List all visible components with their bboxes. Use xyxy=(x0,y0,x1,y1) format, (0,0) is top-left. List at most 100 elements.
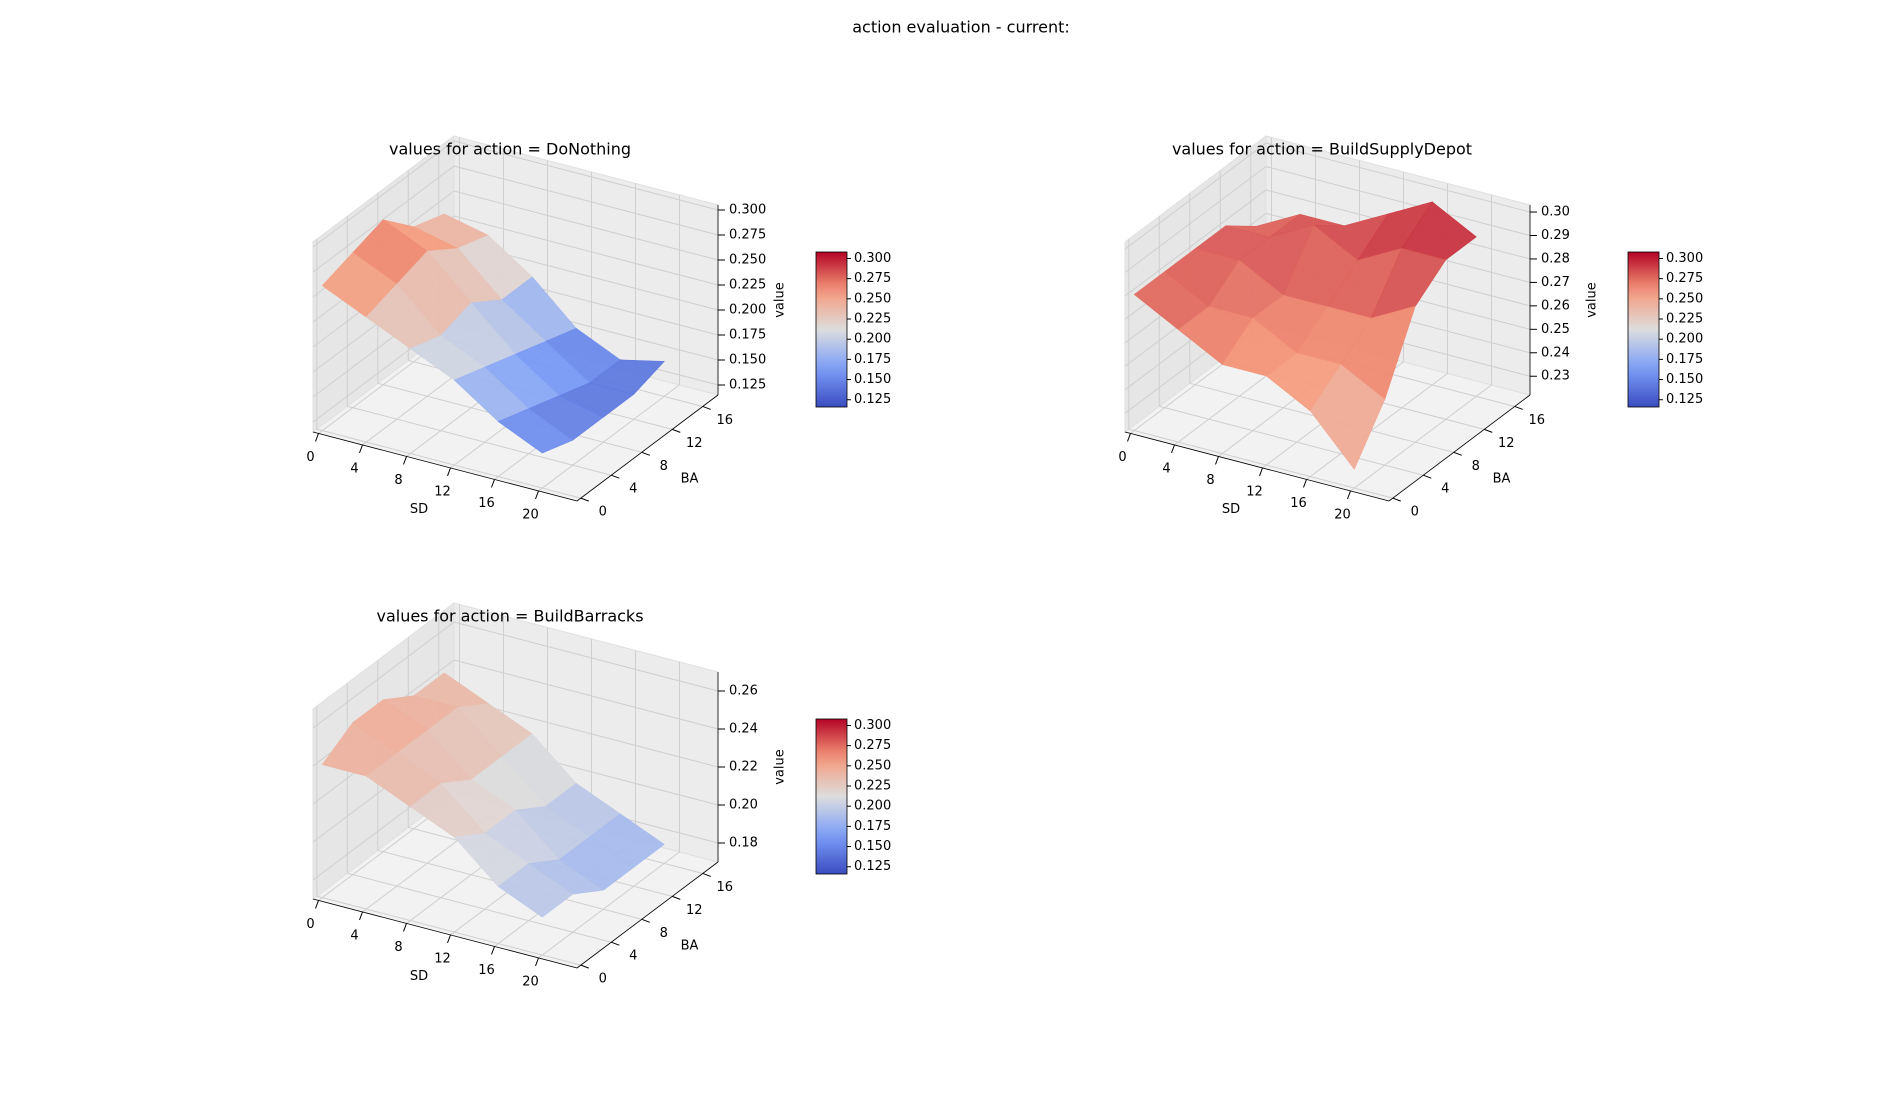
z-axis-label: value xyxy=(773,282,788,318)
z-tick-label: 0.20 xyxy=(729,798,758,813)
x-tick-label: 20 xyxy=(1334,507,1351,522)
colorbar-tick-label: 0.125 xyxy=(854,392,891,407)
grid-line xyxy=(1124,166,1267,273)
colorbar-tick-label: 0.225 xyxy=(1666,312,1703,327)
y-tick xyxy=(580,964,589,969)
x-tick-label: 8 xyxy=(394,940,402,955)
grid-line xyxy=(316,428,581,499)
z-tick-label: 0.23 xyxy=(1541,369,1570,384)
x-tick-label: 16 xyxy=(1290,496,1307,511)
y-tick xyxy=(1514,405,1523,410)
y-tick-label: 0 xyxy=(599,505,607,520)
x-tick xyxy=(447,934,451,944)
x-axis-label: SD xyxy=(1222,502,1240,517)
grid-line xyxy=(312,621,455,729)
y-tick-label: 0 xyxy=(1411,505,1419,520)
grid-line xyxy=(453,621,719,692)
x-tick-label: 12 xyxy=(434,951,451,966)
z-tick-label: 0.175 xyxy=(729,328,766,343)
x-tick xyxy=(535,957,539,967)
y-tick xyxy=(702,405,711,410)
z-tick-label: 0.24 xyxy=(1541,345,1570,360)
y-tick xyxy=(611,941,620,946)
x-tick-label: 16 xyxy=(478,963,495,978)
colorbar-tick-label: 0.200 xyxy=(854,332,891,347)
colorbar-tick-label: 0.200 xyxy=(1666,332,1703,347)
x-tick-label: 20 xyxy=(522,507,539,522)
grid-line xyxy=(312,165,455,273)
x-tick xyxy=(1259,467,1263,477)
y-tick-label: 4 xyxy=(629,482,637,497)
colorbar xyxy=(815,251,848,408)
colorbar-tick-label: 0.275 xyxy=(854,271,891,286)
x-axis-label: SD xyxy=(410,969,428,984)
colorbar-tick-label: 0.150 xyxy=(854,372,891,387)
grid-line xyxy=(538,851,680,959)
x-axis-label: SD xyxy=(410,502,428,517)
x-tick-label: 4 xyxy=(350,928,358,943)
subplot-title: values for action = BuildSupplyDepot xyxy=(1172,140,1472,159)
grid-line xyxy=(1124,189,1267,297)
surface-facet xyxy=(1309,364,1386,470)
x-tick-label: 20 xyxy=(522,974,539,989)
grid-line xyxy=(1265,166,1531,236)
grid-line xyxy=(453,190,719,261)
z-tick-label: 0.26 xyxy=(1541,298,1570,313)
y-tick xyxy=(1453,451,1462,456)
axis-line xyxy=(1124,431,1390,502)
y-tick xyxy=(672,895,681,900)
x-tick-label: 8 xyxy=(394,473,402,488)
x-tick-label: 0 xyxy=(1118,450,1126,465)
x-tick xyxy=(359,911,363,921)
colorbar-tick-label: 0.175 xyxy=(854,819,891,834)
z-tick-label: 0.225 xyxy=(729,278,766,293)
colorbar-tick-label: 0.250 xyxy=(1666,291,1703,306)
colorbar-tick-label: 0.300 xyxy=(1666,251,1703,266)
y-tick xyxy=(1392,497,1401,502)
x-tick xyxy=(1127,433,1131,442)
y-axis-label: BA xyxy=(681,472,699,487)
x-tick xyxy=(359,444,363,454)
y-tick-label: 12 xyxy=(686,436,703,451)
x-tick xyxy=(491,479,495,488)
colorbar-tick-label: 0.175 xyxy=(854,352,891,367)
axis-line xyxy=(576,861,719,969)
grid-line xyxy=(453,659,719,730)
z-tick-label: 0.18 xyxy=(729,836,758,851)
grid-line xyxy=(1350,384,1492,492)
colorbar-tick-label: 0.300 xyxy=(854,718,891,733)
x-tick xyxy=(403,456,407,465)
z-tick-label: 0.24 xyxy=(729,722,758,737)
grid-line xyxy=(1306,373,1448,480)
colorbar-tick-label: 0.125 xyxy=(854,859,891,874)
z-tick-label: 0.28 xyxy=(1541,251,1570,266)
x-tick xyxy=(1347,490,1351,500)
surface-facet xyxy=(497,408,574,454)
z-tick-label: 0.150 xyxy=(729,353,766,368)
y-tick-label: 8 xyxy=(660,926,668,941)
z-tick-label: 0.25 xyxy=(1541,322,1570,337)
x-tick xyxy=(491,946,495,955)
z-tick-label: 0.250 xyxy=(729,253,766,268)
z-tick-label: 0.30 xyxy=(1541,205,1570,220)
z-axis-label: value xyxy=(773,749,788,785)
y-tick-label: 12 xyxy=(686,903,703,918)
z-axis-label: value xyxy=(1585,282,1600,318)
y-axis-label: BA xyxy=(1493,472,1511,487)
z-tick-label: 0.300 xyxy=(729,203,766,218)
x-tick xyxy=(1171,444,1175,454)
y-tick xyxy=(580,497,589,502)
colorbar xyxy=(1627,251,1660,408)
z-tick-label: 0.125 xyxy=(729,378,766,393)
y-tick-label: 16 xyxy=(716,880,733,895)
z-tick-label: 0.29 xyxy=(1541,228,1570,243)
y-axis-label: BA xyxy=(681,939,699,954)
grid-line xyxy=(1159,405,1424,476)
x-tick-label: 0 xyxy=(306,917,314,932)
y-tick xyxy=(1423,474,1432,479)
x-tick xyxy=(315,900,319,909)
x-tick xyxy=(535,490,539,500)
colorbar-tick-label: 0.300 xyxy=(854,251,891,266)
figure-title: action evaluation - current: xyxy=(852,18,1070,37)
